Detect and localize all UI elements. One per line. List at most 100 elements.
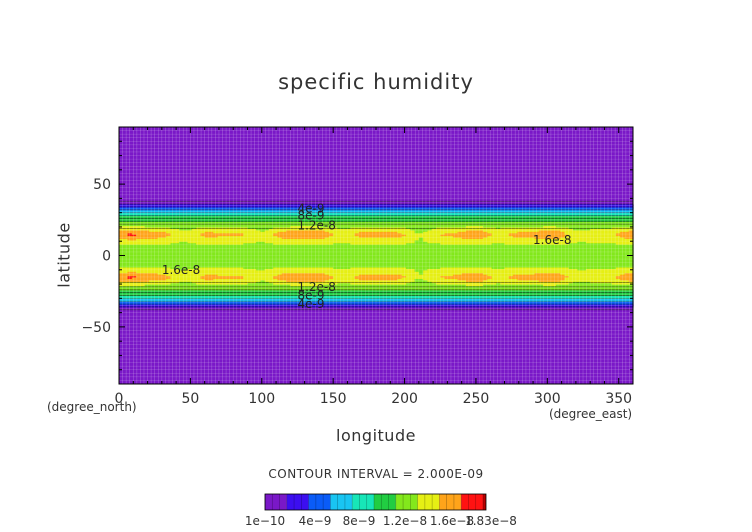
field-cell — [517, 302, 523, 305]
field-cell — [273, 288, 279, 291]
field-cell — [513, 292, 518, 295]
field-cell — [260, 285, 266, 288]
field-cell — [264, 286, 270, 289]
field-cell — [538, 288, 544, 291]
field-cell — [243, 304, 249, 307]
field-cell — [397, 301, 403, 304]
field-cell — [568, 278, 574, 281]
field-cell — [435, 289, 441, 292]
field-cell — [208, 284, 214, 287]
field-cell — [316, 288, 321, 291]
field-cell — [247, 276, 253, 279]
field-cell — [525, 286, 531, 289]
field-cell — [585, 289, 591, 292]
field-cell — [320, 279, 326, 282]
field-cell — [230, 305, 236, 308]
field-cell — [495, 295, 501, 298]
field-cell — [371, 278, 377, 281]
field-cell — [585, 302, 591, 305]
field-cell — [568, 299, 574, 302]
field-cell — [495, 296, 501, 299]
field-cell — [393, 305, 399, 308]
field-cell — [470, 281, 476, 284]
field-cell — [465, 285, 471, 288]
field-cell — [204, 284, 210, 287]
field-cell — [607, 282, 613, 285]
field-cell — [376, 282, 381, 285]
field-cell — [414, 281, 420, 284]
field-cell — [615, 285, 621, 288]
field-cell — [405, 291, 411, 294]
field-cell — [508, 305, 514, 308]
field-cell — [418, 282, 424, 285]
field-cell — [123, 281, 129, 284]
field-cell — [256, 286, 261, 289]
field-cell — [243, 294, 249, 297]
field-cell — [277, 285, 283, 288]
field-cell — [166, 304, 171, 307]
field-cell — [358, 292, 364, 295]
field-cell — [371, 285, 377, 288]
field-cell — [401, 302, 407, 305]
field-cell — [517, 289, 523, 292]
field-cell — [500, 285, 506, 288]
field-cell — [628, 289, 634, 292]
field-cell — [607, 305, 613, 308]
field-cell — [371, 304, 377, 307]
field-cell — [376, 296, 381, 299]
field-cell — [191, 278, 197, 281]
field-cell — [298, 301, 304, 304]
field-cell — [555, 284, 561, 287]
field-cell — [324, 305, 330, 308]
field-cell — [423, 296, 428, 299]
field-cell — [346, 299, 351, 302]
field-cell — [303, 289, 309, 292]
field-cell — [547, 278, 553, 281]
field-cell — [221, 304, 227, 307]
field-cell — [513, 304, 518, 307]
field-cell — [178, 305, 184, 308]
field-cell — [213, 301, 219, 304]
field-cell — [508, 304, 514, 307]
field-cell — [200, 294, 206, 297]
field-cell — [354, 305, 360, 308]
field-cell — [174, 288, 180, 291]
field-cell — [243, 291, 249, 294]
field-cell — [547, 289, 553, 292]
field-cell — [564, 302, 570, 305]
field-cell — [388, 279, 394, 282]
field-cell — [119, 279, 124, 282]
field-cell — [333, 302, 339, 305]
field-cell — [123, 286, 129, 289]
field-cell — [157, 289, 163, 292]
field-cell — [521, 279, 527, 282]
field-cell — [311, 302, 317, 305]
field-cell — [427, 298, 433, 301]
field-cell — [247, 285, 253, 288]
field-cell — [607, 291, 613, 294]
field-cell — [607, 299, 613, 302]
field-cell — [427, 278, 433, 281]
field-cell — [226, 278, 231, 281]
field-cell — [521, 298, 527, 301]
field-cell — [119, 285, 124, 288]
field-cell — [603, 289, 608, 292]
field-cell — [131, 278, 137, 281]
field-cell — [384, 291, 390, 294]
field-cell — [123, 291, 129, 294]
field-cell — [453, 304, 458, 307]
field-cell — [221, 296, 227, 299]
field-cell — [131, 295, 137, 298]
field-cell — [294, 302, 300, 305]
field-cell — [603, 296, 608, 299]
field-cell — [598, 298, 604, 301]
field-cell — [260, 282, 266, 285]
field-cell — [260, 301, 266, 304]
field-cell — [140, 292, 146, 295]
field-cell — [581, 292, 587, 295]
field-cell — [598, 284, 604, 287]
field-cell — [384, 305, 390, 308]
field-cell — [294, 288, 300, 291]
field-cell — [568, 291, 574, 294]
field-cell — [603, 302, 608, 305]
